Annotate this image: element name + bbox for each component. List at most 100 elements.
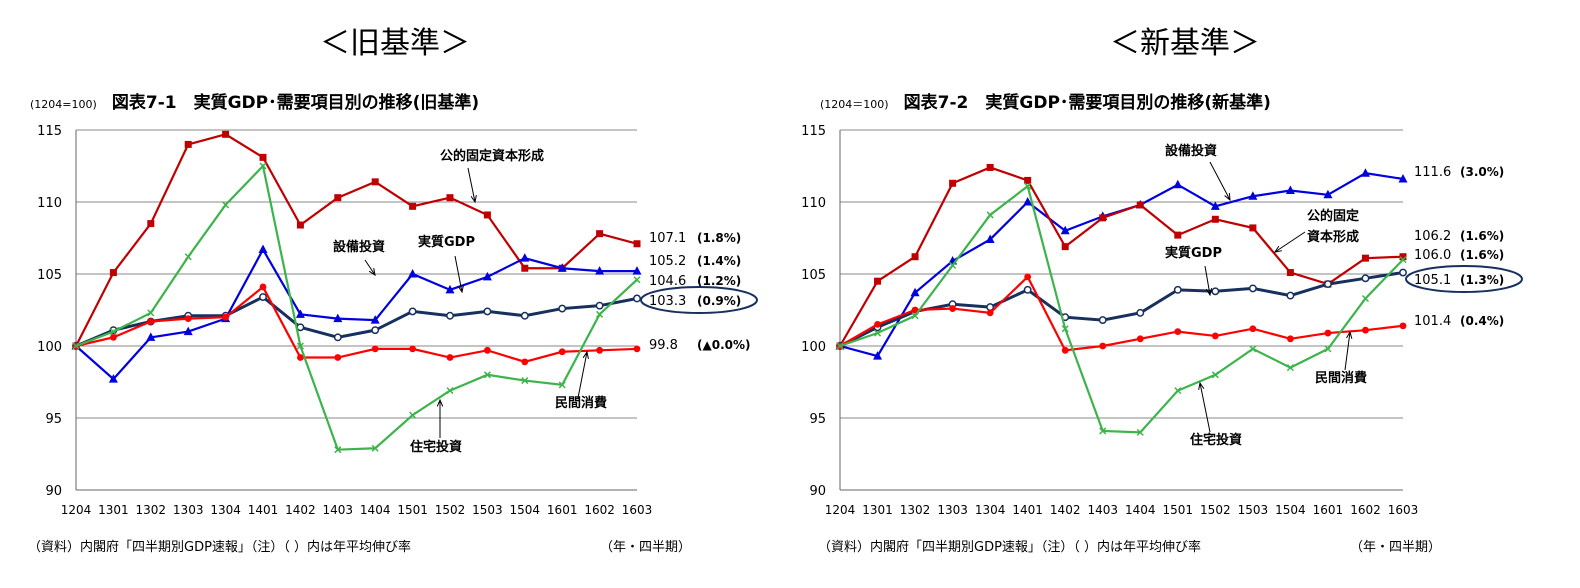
- data-point: [1173, 179, 1183, 189]
- x-tick-label: 1504: [1275, 503, 1306, 517]
- end-rate-label: (0.4%): [1460, 314, 1504, 328]
- end-value-label: 99.8: [649, 338, 678, 353]
- data-point-stroke: [1099, 427, 1107, 435]
- leader-line: [1274, 231, 1306, 253]
- leader-arrowhead: [436, 398, 444, 407]
- data-point: [520, 311, 529, 320]
- x-tick-label: 1302: [136, 503, 167, 517]
- data-point: [409, 345, 416, 353]
- data-point-stroke: [836, 342, 844, 350]
- data-point: [1360, 168, 1370, 177]
- y-tick-label: 110: [37, 196, 62, 211]
- data-point: [521, 358, 529, 366]
- data-point: [1399, 322, 1407, 330]
- data-point: [108, 374, 118, 383]
- data-point: [1211, 371, 1219, 379]
- data-point: [521, 377, 529, 385]
- end-rate-label: (▲0.0%): [697, 338, 750, 352]
- data-point: [1249, 325, 1257, 333]
- source-note: （資料）内閣府「四半期別GDP速報」（注）（ ）内は年平均伸び率: [818, 540, 1202, 555]
- data-point: [596, 310, 604, 318]
- leader-arrowhead: [1346, 330, 1353, 339]
- data-point: [1286, 291, 1295, 300]
- data-point: [296, 342, 304, 350]
- data-point: [874, 277, 882, 285]
- data-point: [259, 162, 267, 170]
- leader-arrowhead: [1198, 381, 1205, 390]
- data-point: [334, 354, 342, 361]
- x-tick-label: 1301: [862, 503, 893, 517]
- x-tick-label: 1503: [1238, 503, 1269, 517]
- leader-arrowhead: [1224, 192, 1231, 202]
- x-tick-label: 1303: [937, 503, 968, 517]
- end-rate-label: (1.3%): [1460, 273, 1504, 287]
- line-chart-new-standard: 90 95 100 105 110 115 1204 1301 1302 1303 1304 1401…: [801, 124, 1523, 517]
- data-point: [874, 329, 882, 337]
- source-note: （資料）内閣府「四半期別GDP速報」（注）（ ）内は年平均伸び率: [28, 540, 412, 555]
- data-point: [1211, 332, 1219, 340]
- leader-arrowhead: [582, 350, 589, 359]
- data-point: [484, 346, 491, 354]
- data-point: [482, 271, 492, 281]
- data-point: [1249, 224, 1257, 232]
- data-point: [1286, 269, 1294, 277]
- data-point: [1248, 284, 1257, 293]
- panel-heading: ＜新基準＞: [1110, 26, 1260, 61]
- data-point-stroke: [874, 329, 882, 337]
- y-tick-label: 115: [801, 124, 826, 139]
- data-point: [557, 263, 567, 272]
- data-point-stroke: [1174, 387, 1182, 395]
- x-tick-label: 1401: [1012, 503, 1043, 517]
- end-rate-label: (0.9%): [697, 294, 741, 308]
- data-point: [408, 307, 417, 316]
- highlight-ellipse: [1405, 265, 1523, 293]
- data-point: [633, 276, 641, 284]
- data-point: [222, 313, 230, 321]
- series-line: [75, 295, 638, 348]
- data-point: [109, 269, 117, 277]
- series-line: [75, 133, 638, 347]
- data-point: [296, 323, 305, 332]
- data-point: [295, 309, 305, 318]
- leader-arrowhead: [1205, 288, 1213, 297]
- data-point: [1287, 335, 1294, 343]
- chart-panel-new-standard: ＜新基準＞ (1204＝100) 図表7-2 実質GDP･需要項目別の推移(新基…: [790, 0, 1580, 588]
- data-point: [873, 351, 883, 360]
- leader-arrowhead: [470, 195, 477, 204]
- chart-title: 図表7-1 実質GDP･需要項目別の推移(旧基準): [111, 93, 480, 113]
- series-line: [75, 247, 637, 381]
- data-point: [409, 202, 417, 210]
- data-point: [521, 264, 529, 272]
- data-point-stroke: [222, 201, 230, 209]
- data-point: [72, 342, 80, 350]
- x-tick-label: 1402: [1050, 503, 1081, 517]
- data-point: [334, 194, 342, 202]
- data-point: [184, 315, 192, 323]
- data-point: [910, 287, 920, 297]
- data-point: [558, 381, 566, 389]
- end-rate-label: (1.6%): [1460, 229, 1504, 243]
- data-point-stroke: [371, 444, 379, 452]
- data-point: [1136, 201, 1144, 209]
- data-point-stroke: [1061, 325, 1069, 333]
- y-tick-label: 95: [45, 412, 62, 427]
- data-point: [558, 348, 566, 356]
- leader-arrowhead: [368, 268, 376, 277]
- x-tick-label: 1304: [210, 503, 241, 517]
- data-point-stroke: [184, 253, 192, 261]
- data-point: [333, 333, 342, 342]
- end-rate-label: (1.6%): [1460, 248, 1504, 262]
- series-label: 公的固定: [1307, 208, 1359, 224]
- data-point: [874, 321, 881, 328]
- leader-line: [467, 167, 476, 203]
- line-chart-old-standard: 90 95 100 105 110 115 1204 1301 1302 1303 1304 1401…: [37, 124, 758, 517]
- data-point: [1362, 326, 1369, 334]
- data-point: [1136, 428, 1144, 436]
- period-label: （年・四半期）: [1350, 540, 1442, 555]
- leader-line: [1199, 382, 1211, 433]
- chart-panel-old-standard: ＜旧基準＞ (1204=100) 図表7-1 実質GDP･需要項目別の推移(旧基…: [28, 26, 758, 555]
- data-point-stroke: [558, 381, 566, 389]
- data-point: [986, 163, 994, 171]
- data-point: [371, 326, 380, 335]
- title-row: (1204＝100) 図表7-2 実質GDP･需要項目別の推移(新基準): [820, 88, 1271, 113]
